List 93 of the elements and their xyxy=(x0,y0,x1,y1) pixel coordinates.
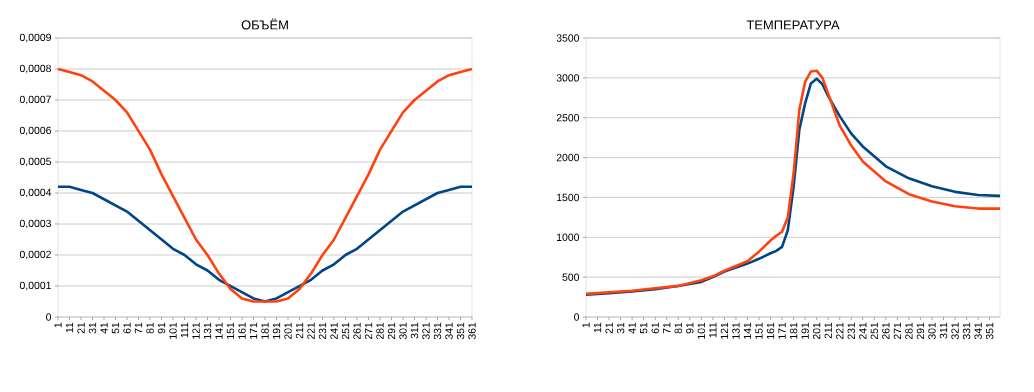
chart-title: ТЕМПЕРАТУРА xyxy=(746,20,840,30)
x-tick-label: 181 xyxy=(261,322,269,339)
x-tick-label: 31 xyxy=(616,322,625,334)
y-tick-label: 0,0005 xyxy=(19,157,52,167)
x-tick-label: 321 xyxy=(951,322,959,340)
x-tick-label: 281 xyxy=(905,322,913,340)
y-tick-label: 0,0009 xyxy=(19,33,51,43)
x-tick-label: 191 xyxy=(272,322,281,339)
x-tick-label: 341 xyxy=(445,322,453,340)
y-tick-label: 0,0008 xyxy=(19,64,52,74)
x-tick-label: 311 xyxy=(939,322,948,339)
x-tick-label: 61 xyxy=(651,322,659,334)
x-tick-label: 221 xyxy=(307,322,315,340)
x-tick-label: 201 xyxy=(812,322,821,340)
x-tick-label: 111 xyxy=(180,322,189,338)
x-tick-label: 241 xyxy=(859,322,867,340)
x-tick-label: 41 xyxy=(100,322,108,334)
x-tick-label: 91 xyxy=(157,322,166,334)
x-tick-label: 41 xyxy=(628,322,636,334)
x-tick-label: 261 xyxy=(882,322,890,340)
x-tick-label: 151 xyxy=(226,322,235,339)
y-tick-label: 1500 xyxy=(557,193,580,202)
x-tick-label: 101 xyxy=(697,322,706,339)
x-tick-label: 271 xyxy=(364,322,373,340)
x-tick-label: 331 xyxy=(962,322,971,340)
x-tick-label: 141 xyxy=(215,322,223,339)
x-tick-label: 351 xyxy=(985,322,994,340)
x-tick-label: 161 xyxy=(238,322,246,339)
x-tick-label: 211 xyxy=(295,322,304,339)
x-tick-label: 31 xyxy=(88,322,97,334)
x-tick-label: 331 xyxy=(433,322,442,340)
x-tick-label: 211 xyxy=(824,322,832,339)
x-tick-label: 251 xyxy=(870,322,879,340)
x-tick-label: 191 xyxy=(801,322,809,339)
y-tick-label: 2500 xyxy=(556,114,580,122)
x-tick-label: 171 xyxy=(778,322,786,339)
x-tick-label: 241 xyxy=(330,322,338,340)
y-tick-label: 3500 xyxy=(556,34,580,42)
x-tick-label: 111 xyxy=(709,322,717,338)
x-tick-label: 201 xyxy=(284,322,292,340)
x-tick-label: 131 xyxy=(203,322,212,339)
x-tick-label: 21 xyxy=(605,322,613,334)
x-tick-label: 1 xyxy=(582,322,590,328)
x-tick-label: 121 xyxy=(192,322,200,339)
y-tick-label: 0,0004 xyxy=(19,188,52,198)
x-tick-label: 141 xyxy=(743,322,752,339)
x-tick-label: 251 xyxy=(341,322,350,340)
x-tick-label: 21 xyxy=(77,322,85,334)
x-tick-label: 51 xyxy=(640,322,648,334)
x-tick-label: 61 xyxy=(123,322,131,334)
x-tick-label: 11 xyxy=(593,322,602,333)
y-tick-label: 0,0007 xyxy=(19,95,51,105)
y-tick-label: 0 xyxy=(574,313,580,321)
y-tick-label: 2000 xyxy=(556,153,580,162)
y-tick-label: 0,0003 xyxy=(19,219,52,229)
y-tick-label: 1000 xyxy=(557,233,580,241)
y-tick-label: 0,0001 xyxy=(19,281,51,291)
x-tick-label: 11 xyxy=(65,322,74,333)
x-tick-label: 231 xyxy=(847,322,855,340)
x-tick-label: 71 xyxy=(663,322,671,334)
x-tick-label: 261 xyxy=(353,322,361,340)
x-tick-label: 361 xyxy=(468,322,476,340)
chart-title: ОБЪЁМ xyxy=(241,18,288,30)
x-tick-label: 71 xyxy=(134,322,143,334)
x-tick-label: 81 xyxy=(674,322,682,334)
x-tick-label: 351 xyxy=(456,322,465,340)
x-tick-label: 161 xyxy=(766,322,775,339)
x-tick-label: 271 xyxy=(893,322,902,340)
y-tick-label: 0 xyxy=(46,313,52,321)
x-tick-label: 131 xyxy=(732,322,740,339)
y-tick-label: 3000 xyxy=(556,74,580,82)
y-tick-label: 0,0006 xyxy=(19,126,52,136)
x-tick-label: 231 xyxy=(318,322,327,340)
x-tick-label: 101 xyxy=(169,322,177,339)
x-tick-label: 311 xyxy=(410,322,419,339)
x-tick-label: 321 xyxy=(422,322,430,340)
y-tick-label: 500 xyxy=(562,273,580,281)
x-tick-label: 301 xyxy=(928,322,936,340)
y-tick-label: 0,0002 xyxy=(19,250,51,260)
x-tick-label: 181 xyxy=(789,322,798,339)
x-tick-label: 221 xyxy=(836,322,844,340)
x-tick-label: 281 xyxy=(376,322,384,340)
x-tick-label: 291 xyxy=(387,322,396,340)
x-tick-label: 151 xyxy=(755,322,763,339)
x-tick-label: 341 xyxy=(974,322,982,340)
x-tick-label: 81 xyxy=(146,322,154,334)
x-tick-label: 121 xyxy=(720,322,729,339)
x-tick-label: 171 xyxy=(249,322,258,339)
x-tick-label: 91 xyxy=(686,322,694,334)
x-tick-label: 291 xyxy=(916,322,925,340)
x-tick-label: 301 xyxy=(399,322,407,340)
x-tick-label: 51 xyxy=(111,322,120,334)
x-tick-label: 1 xyxy=(54,322,62,328)
